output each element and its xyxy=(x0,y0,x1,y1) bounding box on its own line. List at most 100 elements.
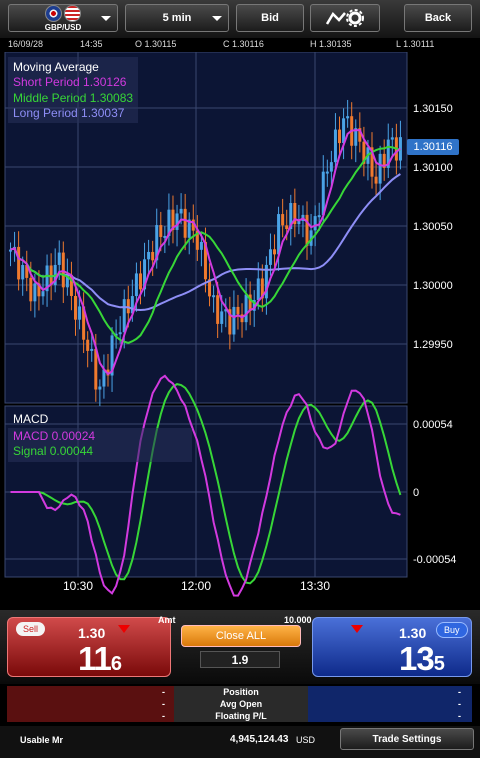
arrow-down-icon xyxy=(118,625,130,633)
open-value: O 1.30115 xyxy=(135,39,177,49)
candle-body xyxy=(147,251,151,260)
candle-body xyxy=(260,278,264,299)
candle-body xyxy=(281,214,285,226)
bid-button[interactable]: Bid xyxy=(236,4,304,32)
sell-price-main: 116 xyxy=(78,640,122,678)
candle-body xyxy=(78,306,82,320)
candle-body xyxy=(143,259,147,290)
sell-floating-pl-value: - xyxy=(162,711,165,721)
candle-body xyxy=(98,386,102,390)
buy-price-fraction: 5 xyxy=(433,653,445,675)
candle-body xyxy=(33,283,37,302)
chart-settings-button[interactable] xyxy=(310,4,380,32)
currency-pair-selector[interactable]: GBP/USD xyxy=(8,4,118,32)
middle-period-ma-line xyxy=(10,145,401,344)
candle-body xyxy=(313,216,317,231)
candle-body xyxy=(102,369,106,387)
macd-panel-title: MACD xyxy=(13,412,49,426)
ma-legend xyxy=(8,57,138,123)
buy-price-prefix: 1.30 xyxy=(399,625,427,641)
position-row: Position - - xyxy=(7,686,472,698)
long-period-ma-line xyxy=(10,173,401,312)
candle-body xyxy=(346,116,350,119)
time-tick-label: 10:30 xyxy=(63,579,93,593)
candle-body xyxy=(273,249,277,255)
close-all-button[interactable]: Close ALL xyxy=(181,625,301,647)
candle-body xyxy=(232,306,236,335)
timeframe-label: 5 min xyxy=(162,12,192,24)
candle-body xyxy=(354,128,358,146)
candle-body xyxy=(171,209,175,230)
buy-price-main: 135 xyxy=(399,640,445,678)
avg-open-row: Avg Open - - xyxy=(7,698,472,710)
candle-body xyxy=(45,265,49,292)
macd-line xyxy=(10,374,401,597)
long-period-label: Long Period 1.30037 xyxy=(13,106,125,120)
sell-price-prefix: 1.30 xyxy=(78,625,106,641)
candle-body xyxy=(90,348,94,351)
candle-body xyxy=(73,295,77,320)
us-flag-icon xyxy=(64,4,81,22)
candle-body xyxy=(122,299,126,333)
buy-side-cell xyxy=(308,698,472,710)
buy-pill: Buy xyxy=(436,622,468,638)
toolbar: GBP/USD 5 min Bid Back xyxy=(0,0,480,38)
candle-body xyxy=(199,241,203,250)
candle-body xyxy=(325,171,329,174)
signal-line xyxy=(10,383,402,585)
trade-settings-button[interactable]: Trade Settings xyxy=(340,728,474,750)
timeframe-selector[interactable]: 5 min xyxy=(125,4,229,32)
candle-body xyxy=(41,291,45,297)
macd-legend xyxy=(8,428,192,462)
candle-body xyxy=(118,332,122,335)
spread-value: 1.9 xyxy=(200,651,280,668)
candle-body xyxy=(65,275,69,288)
amount-value[interactable]: 10.000 xyxy=(284,615,312,625)
current-price-marker: 1.30116 xyxy=(407,139,459,155)
candle-body xyxy=(159,225,163,237)
candle-body xyxy=(195,230,199,250)
back-button[interactable]: Back xyxy=(404,4,472,32)
currency-pair-label: GBP/USD xyxy=(44,22,82,32)
candle-body xyxy=(244,294,248,323)
candle-body xyxy=(277,214,281,255)
bar-date: 16/09/28 xyxy=(8,39,44,49)
sell-avg-open-value: - xyxy=(162,699,165,709)
uk-flag-icon xyxy=(45,4,62,22)
candle-body xyxy=(21,265,25,280)
price-chart[interactable]: 1.30150 1.30100 1.30050 1.30000 1.29950 0.000… xyxy=(0,52,480,608)
candle-body xyxy=(297,220,301,225)
candle-body xyxy=(333,129,337,163)
candle-body xyxy=(305,214,309,246)
candle-body xyxy=(264,264,268,299)
signal-value-label: Signal 0.00044 xyxy=(13,444,94,458)
buy-price-pips: 13 xyxy=(399,640,435,677)
candle-body xyxy=(94,348,98,390)
macd-tick-label: -0.00054 xyxy=(413,554,456,566)
time-tick-label: 12:00 xyxy=(181,579,211,593)
price-tick-label: 1.30000 xyxy=(413,280,453,292)
candle-body xyxy=(9,249,12,252)
candle-body xyxy=(175,213,179,230)
ma-panel-title: Moving Average xyxy=(13,60,99,74)
buy-side-cell xyxy=(308,710,472,722)
candle-body xyxy=(256,278,260,301)
candle-body xyxy=(191,219,195,231)
candle-body xyxy=(382,153,386,168)
high-value: H 1.30135 xyxy=(310,39,352,49)
candle-body xyxy=(61,252,65,288)
arrow-down-icon xyxy=(351,625,363,633)
candle-body xyxy=(374,176,378,184)
sell-position-value: - xyxy=(162,687,165,697)
candle-body xyxy=(69,275,73,296)
price-tick-label: 1.30100 xyxy=(413,162,453,174)
buy-button[interactable]: 1.30 Buy 135 xyxy=(312,617,472,677)
short-period-ma-line xyxy=(10,128,402,376)
sell-button[interactable]: Sell 1.30 116 xyxy=(7,617,171,677)
candle-body xyxy=(25,265,29,278)
bar-time: 14:35 xyxy=(80,39,103,49)
avg-open-label: Avg Open xyxy=(174,698,308,710)
candle-body xyxy=(228,309,232,335)
chevron-down-icon xyxy=(101,16,111,21)
candle-body xyxy=(57,252,61,265)
